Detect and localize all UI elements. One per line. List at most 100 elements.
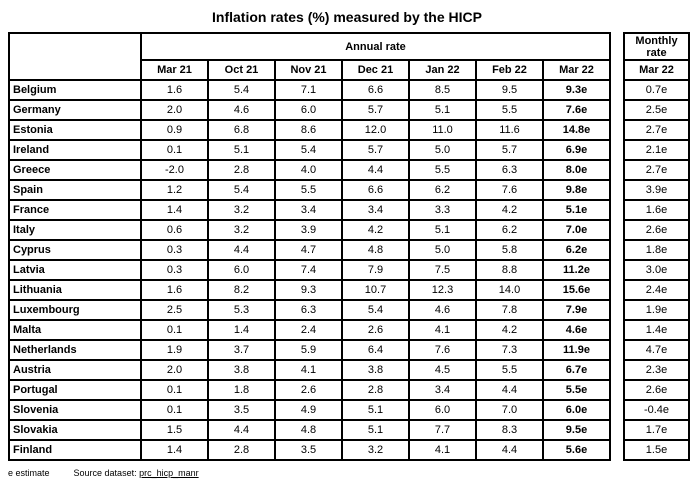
annual-value: -2.0: [140, 159, 209, 181]
country-name: Spain: [8, 179, 142, 201]
annual-value: 2.8: [207, 159, 276, 181]
monthly-value: 2.7e: [623, 119, 690, 141]
annual-value: 5.0: [408, 139, 477, 161]
annual-table-body: Belgium 1.6 5.4 7.1 6.6 8.5 9.5 9.3e Germany 2.0 4…: [8, 79, 611, 461]
annual-value: 3.5: [207, 399, 276, 421]
annual-value: 5.8: [475, 239, 544, 261]
annual-value: 4.4: [207, 419, 276, 441]
source-dataset-label: Source dataset:: [73, 468, 137, 478]
monthly-table-row: 2.1e: [623, 139, 690, 161]
month-header: Jan 22: [408, 59, 477, 81]
table-row: Spain 1.2 5.4 5.5 6.6 6.2 7.6 9.8e: [8, 179, 611, 201]
annual-value: 6.6: [341, 179, 410, 201]
annual-value: 1.6: [140, 79, 209, 101]
monthly-value: 1.5e: [623, 439, 690, 461]
country-name: Greece: [8, 159, 142, 181]
annual-value: 1.2: [140, 179, 209, 201]
annual-value: 5.1: [341, 419, 410, 441]
monthly-table-row: 1.9e: [623, 299, 690, 321]
annual-value: 4.6: [408, 299, 477, 321]
annual-value: 3.5: [274, 439, 343, 461]
annual-value: 5.1e: [542, 199, 611, 221]
annual-value: 5.4: [207, 179, 276, 201]
annual-value: 5.4: [274, 139, 343, 161]
table-row: France 1.4 3.2 3.4 3.4 3.3 4.2 5.1e: [8, 199, 611, 221]
annual-value: 7.0e: [542, 219, 611, 241]
annual-value: 1.4: [140, 439, 209, 461]
annual-value: 1.8: [207, 379, 276, 401]
annual-value: 5.5e: [542, 379, 611, 401]
annual-value: 5.5: [475, 99, 544, 121]
annual-value: 3.2: [341, 439, 410, 461]
country-name: Slovenia: [8, 399, 142, 421]
table-row: Netherlands 1.9 3.7 5.9 6.4 7.6 7.3 11.9e: [8, 339, 611, 361]
month-header-row: Mar 21 Oct 21 Nov 21 Dec 21 Jan 22 Feb 22 Mar …: [9, 59, 611, 81]
month-header: Nov 21: [274, 59, 343, 81]
source-dataset-link[interactable]: prc_hicp_manr: [139, 468, 199, 478]
country-name: Portugal: [8, 379, 142, 401]
annual-value: 9.3: [274, 279, 343, 301]
table-row: Slovakia 1.5 4.4 4.8 5.1 7.7 8.3 9.5e: [8, 419, 611, 441]
annual-value: 0.1: [140, 139, 209, 161]
month-header: Dec 21: [341, 59, 410, 81]
monthly-rate-table: Monthly rate Mar 22 0.7e 2.5e 2.7e 2.1e 2.7e…: [623, 32, 690, 461]
annual-value: 4.5: [408, 359, 477, 381]
monthly-table-row: 4.7e: [623, 339, 690, 361]
annual-value: 4.2: [341, 219, 410, 241]
annual-value: 7.5: [408, 259, 477, 281]
monthly-group-header-row: Monthly rate: [623, 32, 690, 61]
annual-value: 3.3: [408, 199, 477, 221]
annual-value: 3.4: [341, 199, 410, 221]
monthly-value: 4.7e: [623, 339, 690, 361]
annual-value: 0.3: [140, 259, 209, 281]
annual-value: 11.0: [408, 119, 477, 141]
country-name: Ireland: [8, 139, 142, 161]
table-row: Finland 1.4 2.8 3.5 3.2 4.1 4.4 5.6e: [8, 439, 611, 461]
annual-value: 7.9: [341, 259, 410, 281]
monthly-table-row: 3.9e: [623, 179, 690, 201]
table-row: Italy 0.6 3.2 3.9 4.2 5.1 6.2 7.0e: [8, 219, 611, 241]
corner-empty-cell: [8, 32, 142, 81]
country-name: Germany: [8, 99, 142, 121]
annual-value: 5.3: [207, 299, 276, 321]
annual-value: 5.1: [207, 139, 276, 161]
annual-value: 4.6e: [542, 319, 611, 341]
annual-value: 0.9: [140, 119, 209, 141]
annual-value: 3.9: [274, 219, 343, 241]
annual-table-header: Annual rate Mar 21 Oct 21 Nov 21 Dec 21 Jan …: [8, 32, 611, 81]
annual-value: 5.5: [475, 359, 544, 381]
annual-value: 6.0e: [542, 399, 611, 421]
annual-value: 15.6e: [542, 279, 611, 301]
annual-value: 2.0: [140, 359, 209, 381]
monthly-value: 3.9e: [623, 179, 690, 201]
month-header: Mar 21: [140, 59, 209, 81]
group-header-row: Annual rate: [8, 32, 611, 81]
annual-value: 3.8: [341, 359, 410, 381]
annual-value: 3.7: [207, 339, 276, 361]
annual-value: 6.8: [207, 119, 276, 141]
annual-value: 5.7: [475, 139, 544, 161]
monthly-value: 2.6e: [623, 219, 690, 241]
annual-value: 6.0: [274, 99, 343, 121]
monthly-value: 1.7e: [623, 419, 690, 441]
country-name: Netherlands: [8, 339, 142, 361]
country-name: Italy: [8, 219, 142, 241]
annual-value: 2.6: [341, 319, 410, 341]
annual-value: 6.9e: [542, 139, 611, 161]
monthly-value: 2.5e: [623, 99, 690, 121]
monthly-table-row: 2.3e: [623, 359, 690, 381]
country-name: France: [8, 199, 142, 221]
annual-value: 3.2: [207, 199, 276, 221]
annual-value: 6.3: [274, 299, 343, 321]
annual-value: 0.3: [140, 239, 209, 261]
annual-value: 5.1: [408, 219, 477, 241]
monthly-value: 1.6e: [623, 199, 690, 221]
country-name: Estonia: [8, 119, 142, 141]
annual-value: 8.0e: [542, 159, 611, 181]
annual-value: 5.7: [341, 139, 410, 161]
monthly-value: 2.7e: [623, 159, 690, 181]
annual-value: 7.8: [475, 299, 544, 321]
annual-value: 3.4: [274, 199, 343, 221]
annual-value: 8.6: [274, 119, 343, 141]
annual-value: 6.0: [207, 259, 276, 281]
